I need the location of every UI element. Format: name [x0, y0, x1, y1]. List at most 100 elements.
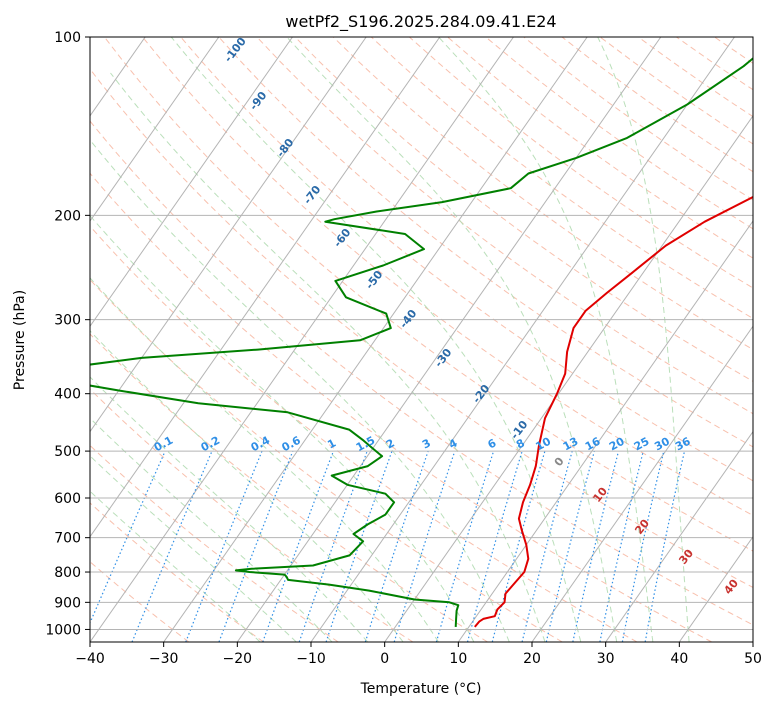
moist-adiabat	[90, 455, 297, 642]
isotherm-line	[457, 220, 753, 642]
isobar-grid	[90, 37, 753, 630]
x-tick-label: −10	[296, 651, 326, 667]
dry-adiabat	[218, 37, 753, 448]
isotherm-line	[531, 325, 753, 642]
mixing-ratio-label: 25	[632, 435, 652, 454]
mixing-ratio-label: 3	[420, 436, 433, 451]
dry-adiabat-label: 40	[721, 577, 741, 597]
dry-adiabat	[332, 37, 753, 351]
dry-adiabat-label: 0	[552, 455, 567, 469]
x-tick-label: 20	[523, 651, 541, 667]
mixing-ratio-line	[298, 450, 368, 642]
mixing-ratio-line	[435, 450, 495, 642]
y-tick-label: 600	[54, 491, 81, 507]
dry-adiabat	[90, 444, 339, 642]
mixing-ratio-label: 30	[652, 435, 672, 454]
dry-adiabat-label: 10	[590, 485, 610, 505]
x-tick-label: 40	[670, 651, 688, 667]
isotherm-line	[310, 37, 735, 642]
mixing-ratio-line	[644, 450, 686, 642]
y-axis: 100 200 300 400 500 600 700 800 900 1000	[45, 30, 90, 638]
moist-adiabat	[90, 376, 369, 642]
dry-adiabat-label: -60	[331, 226, 354, 250]
mixing-ratio-label: 36	[673, 435, 693, 454]
dry-adiabat	[90, 68, 753, 589]
x-tick-label: 30	[597, 651, 615, 667]
dry-adiabat	[752, 37, 753, 38]
y-tick-label: 500	[54, 444, 81, 460]
dry-adiabat	[142, 37, 753, 517]
mixing-ratio-line	[599, 450, 644, 642]
mixing-ratio-label: 4	[447, 436, 460, 451]
mixing-ratio-line	[90, 450, 166, 625]
y-tick-label: 1000	[45, 622, 81, 638]
chart-title: wetPf2_S196.2025.284.09.41.E24	[285, 12, 556, 32]
isotherm-line	[678, 535, 753, 642]
mixing-ratio-line	[545, 450, 595, 642]
x-tick-label: 0	[380, 651, 389, 667]
y-tick-label: 200	[54, 208, 81, 224]
y-tick-label: 700	[54, 531, 81, 547]
dry-adiabat-label: -100	[222, 35, 249, 65]
mixing-ratio-line	[393, 450, 456, 642]
x-tick-label: −40	[75, 651, 105, 667]
mixing-ratio-label: 6	[486, 436, 499, 451]
isotherm-line	[605, 430, 753, 642]
dry-adiabat	[485, 37, 753, 230]
line-labels: 0.1 0.2 0.4 0.6 1 1.5 2 3 4 6 8 10 13 16 20 25 30 36-100-…	[152, 35, 741, 597]
dry-adiabat	[637, 37, 753, 118]
y-tick-label: 800	[54, 565, 81, 581]
dry-adiabat	[90, 278, 563, 642]
dry-adiabat	[90, 502, 264, 642]
profile-traces	[90, 57, 753, 628]
dry-adiabat	[256, 37, 753, 415]
mixing-ratio-line	[185, 450, 263, 642]
mixing-ratio-line	[325, 450, 393, 642]
mixing-ratio-label: 16	[583, 435, 603, 454]
mixing-ratio-label: 20	[607, 435, 627, 454]
mixing-ratio-line	[521, 450, 573, 642]
mixing-ratio-line	[572, 450, 620, 642]
isotherm-line	[90, 37, 220, 222]
isotherm-line	[90, 37, 367, 433]
dry-adiabat	[409, 37, 753, 289]
dry-adiabat	[523, 37, 753, 201]
mixing-ratio-label: 13	[561, 435, 581, 454]
x-tick-label: 10	[449, 651, 467, 667]
dry-adiabat-label: 30	[676, 547, 696, 567]
isotherm-line	[90, 37, 514, 642]
dry-adiabat	[90, 388, 414, 642]
y-axis-label: Pressure (hPa)	[12, 290, 28, 390]
mixing-ratio-label: 10	[533, 435, 553, 454]
dry-adiabat-label: -70	[301, 183, 324, 207]
x-tick-label: 50	[744, 651, 762, 667]
dry-adiabat-label: -90	[247, 89, 270, 113]
dry-adiabat	[370, 37, 753, 320]
dry-adiabat-label: -40	[397, 307, 420, 331]
plot-frame	[89, 36, 754, 643]
x-tick-label: −20	[223, 651, 253, 667]
y-tick-label: 400	[54, 387, 81, 403]
moist-adiabat	[90, 139, 510, 642]
isotherm-line	[752, 641, 753, 642]
dry-adiabat	[90, 561, 190, 642]
profile-series	[90, 57, 753, 627]
mixing-ratio-line	[364, 450, 429, 642]
x-axis-label: Temperature (°C)	[360, 681, 482, 697]
dry-adiabat	[90, 120, 753, 626]
mixing-ratio-line	[491, 450, 546, 642]
isotherm-line	[90, 37, 441, 538]
dry-adiabat-label: -30	[432, 346, 455, 370]
moist-adiabat	[90, 277, 439, 642]
mixing-ratio-line	[131, 450, 213, 642]
moist-adiabat	[286, 37, 618, 642]
moist-adiabat	[110, 72, 546, 642]
mixing-ratio-line	[218, 450, 294, 642]
isotherm-line	[236, 37, 662, 642]
profile-series	[474, 195, 753, 628]
isotherm-line	[90, 37, 293, 328]
y-tick-label: 900	[54, 595, 81, 611]
isotherm-line	[0, 37, 72, 642]
